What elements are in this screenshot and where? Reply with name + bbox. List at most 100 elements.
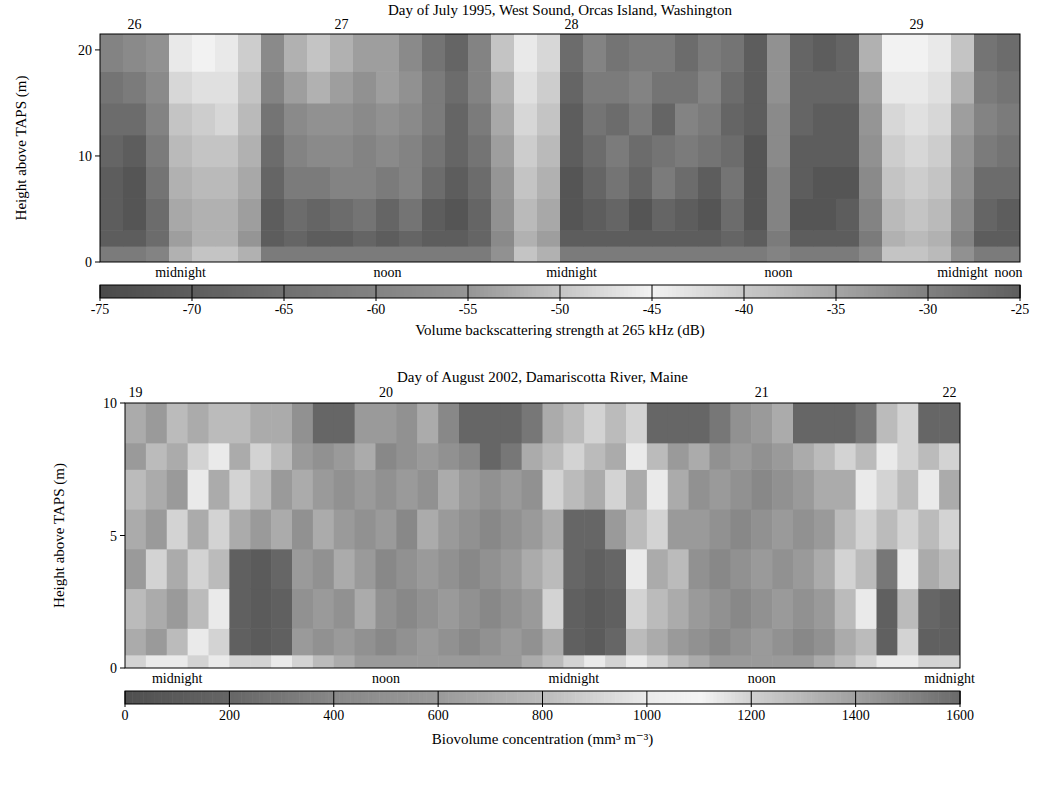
cell: [939, 628, 960, 655]
colorbar-segment: [288, 285, 293, 298]
cell: [790, 71, 814, 103]
colorbar-segment: [624, 285, 629, 298]
colorbar-segment: [688, 691, 692, 704]
cell: [563, 589, 584, 629]
cell: [376, 549, 397, 589]
cell: [229, 403, 250, 443]
cell: [537, 135, 561, 167]
colorbar-segment: [888, 285, 893, 298]
cell: [146, 443, 167, 470]
cell: [146, 34, 170, 72]
cell: [169, 246, 193, 262]
colorbar-segment: [384, 285, 389, 298]
cell: [261, 103, 285, 135]
colorbar-segment: [169, 691, 173, 704]
cell: [399, 246, 423, 262]
colorbar-segment: [876, 285, 881, 298]
cell: [951, 230, 975, 247]
colorbar-segment: [822, 691, 826, 704]
colorbar-segment: [168, 285, 173, 298]
colorbar-tick: [542, 691, 543, 707]
cell: [730, 549, 751, 589]
cell: [459, 655, 480, 668]
cell: [560, 103, 584, 135]
cell: [480, 443, 501, 470]
colorbar-segment: [940, 285, 945, 298]
x-tick-label: noon: [995, 265, 1023, 280]
cell: [522, 628, 543, 655]
colorbar-segment: [576, 285, 581, 298]
colorbar-segment: [662, 691, 666, 704]
colorbar-segment: [564, 285, 569, 298]
cell: [307, 246, 331, 262]
colorbar-tick-label: 0: [122, 708, 129, 723]
colorbar-tick-label: -55: [459, 302, 478, 317]
cell: [292, 628, 313, 655]
colorbar-segment: [508, 285, 513, 298]
cell: [813, 246, 837, 262]
cell: [652, 230, 676, 247]
colorbar-segment: [204, 285, 209, 298]
cell: [721, 135, 745, 167]
cell: [951, 246, 975, 262]
cell: [974, 246, 998, 262]
colorbar-segment: [219, 691, 223, 704]
cell: [730, 443, 751, 470]
colorbar-segment: [552, 285, 557, 298]
colorbar-segment: [840, 285, 845, 298]
cell: [146, 655, 167, 668]
day-label: 26: [128, 17, 142, 32]
cell: [897, 628, 918, 655]
cell: [188, 509, 209, 549]
cell: [859, 230, 883, 247]
cell: [918, 549, 939, 589]
colorbar-tick: [438, 691, 439, 707]
colorbar-segment: [396, 285, 401, 298]
cell: [721, 34, 745, 72]
cell: [125, 403, 146, 443]
plot-frame: [100, 34, 1020, 262]
colorbar-segment: [194, 691, 198, 704]
cell: [399, 167, 423, 199]
cell: [928, 198, 952, 230]
cell: [271, 655, 292, 668]
cell: [376, 198, 400, 230]
y-axis-title: Height above TAPS (m): [51, 463, 68, 608]
colorbar-segment: [848, 285, 853, 298]
cell: [606, 135, 630, 167]
cell: [626, 509, 647, 549]
colorbar-segment: [896, 285, 901, 298]
colorbar-segment: [143, 691, 147, 704]
cell: [188, 655, 209, 668]
colorbar-segment: [776, 285, 781, 298]
cell: [668, 589, 689, 629]
colorbar-segment: [284, 285, 289, 298]
colorbar-tick: [928, 285, 929, 301]
cell: [560, 230, 584, 247]
cell: [313, 469, 334, 509]
colorbar-segment: [952, 285, 957, 298]
cell: [563, 655, 584, 668]
colorbar-segment: [568, 285, 573, 298]
cell: [438, 589, 459, 629]
cell: [877, 628, 898, 655]
cell: [629, 71, 653, 103]
cell: [543, 589, 564, 629]
colorbar-segment: [768, 285, 773, 298]
colorbar-segment: [808, 285, 813, 298]
cell: [629, 198, 653, 230]
cell: [537, 246, 561, 262]
colorbar-segment: [252, 691, 256, 704]
y-tick-label: 5: [110, 529, 117, 544]
cell: [238, 167, 262, 199]
colorbar-tick: [652, 285, 653, 301]
cell: [399, 103, 423, 135]
cell: [537, 71, 561, 103]
colorbar-segment: [732, 285, 737, 298]
colorbar-segment: [268, 285, 273, 298]
colorbar-segment: [100, 285, 105, 298]
y-tick: [120, 668, 125, 669]
colorbar-segment: [575, 691, 579, 704]
colorbar-tick-label: 1600: [946, 708, 974, 723]
cell: [445, 135, 469, 167]
